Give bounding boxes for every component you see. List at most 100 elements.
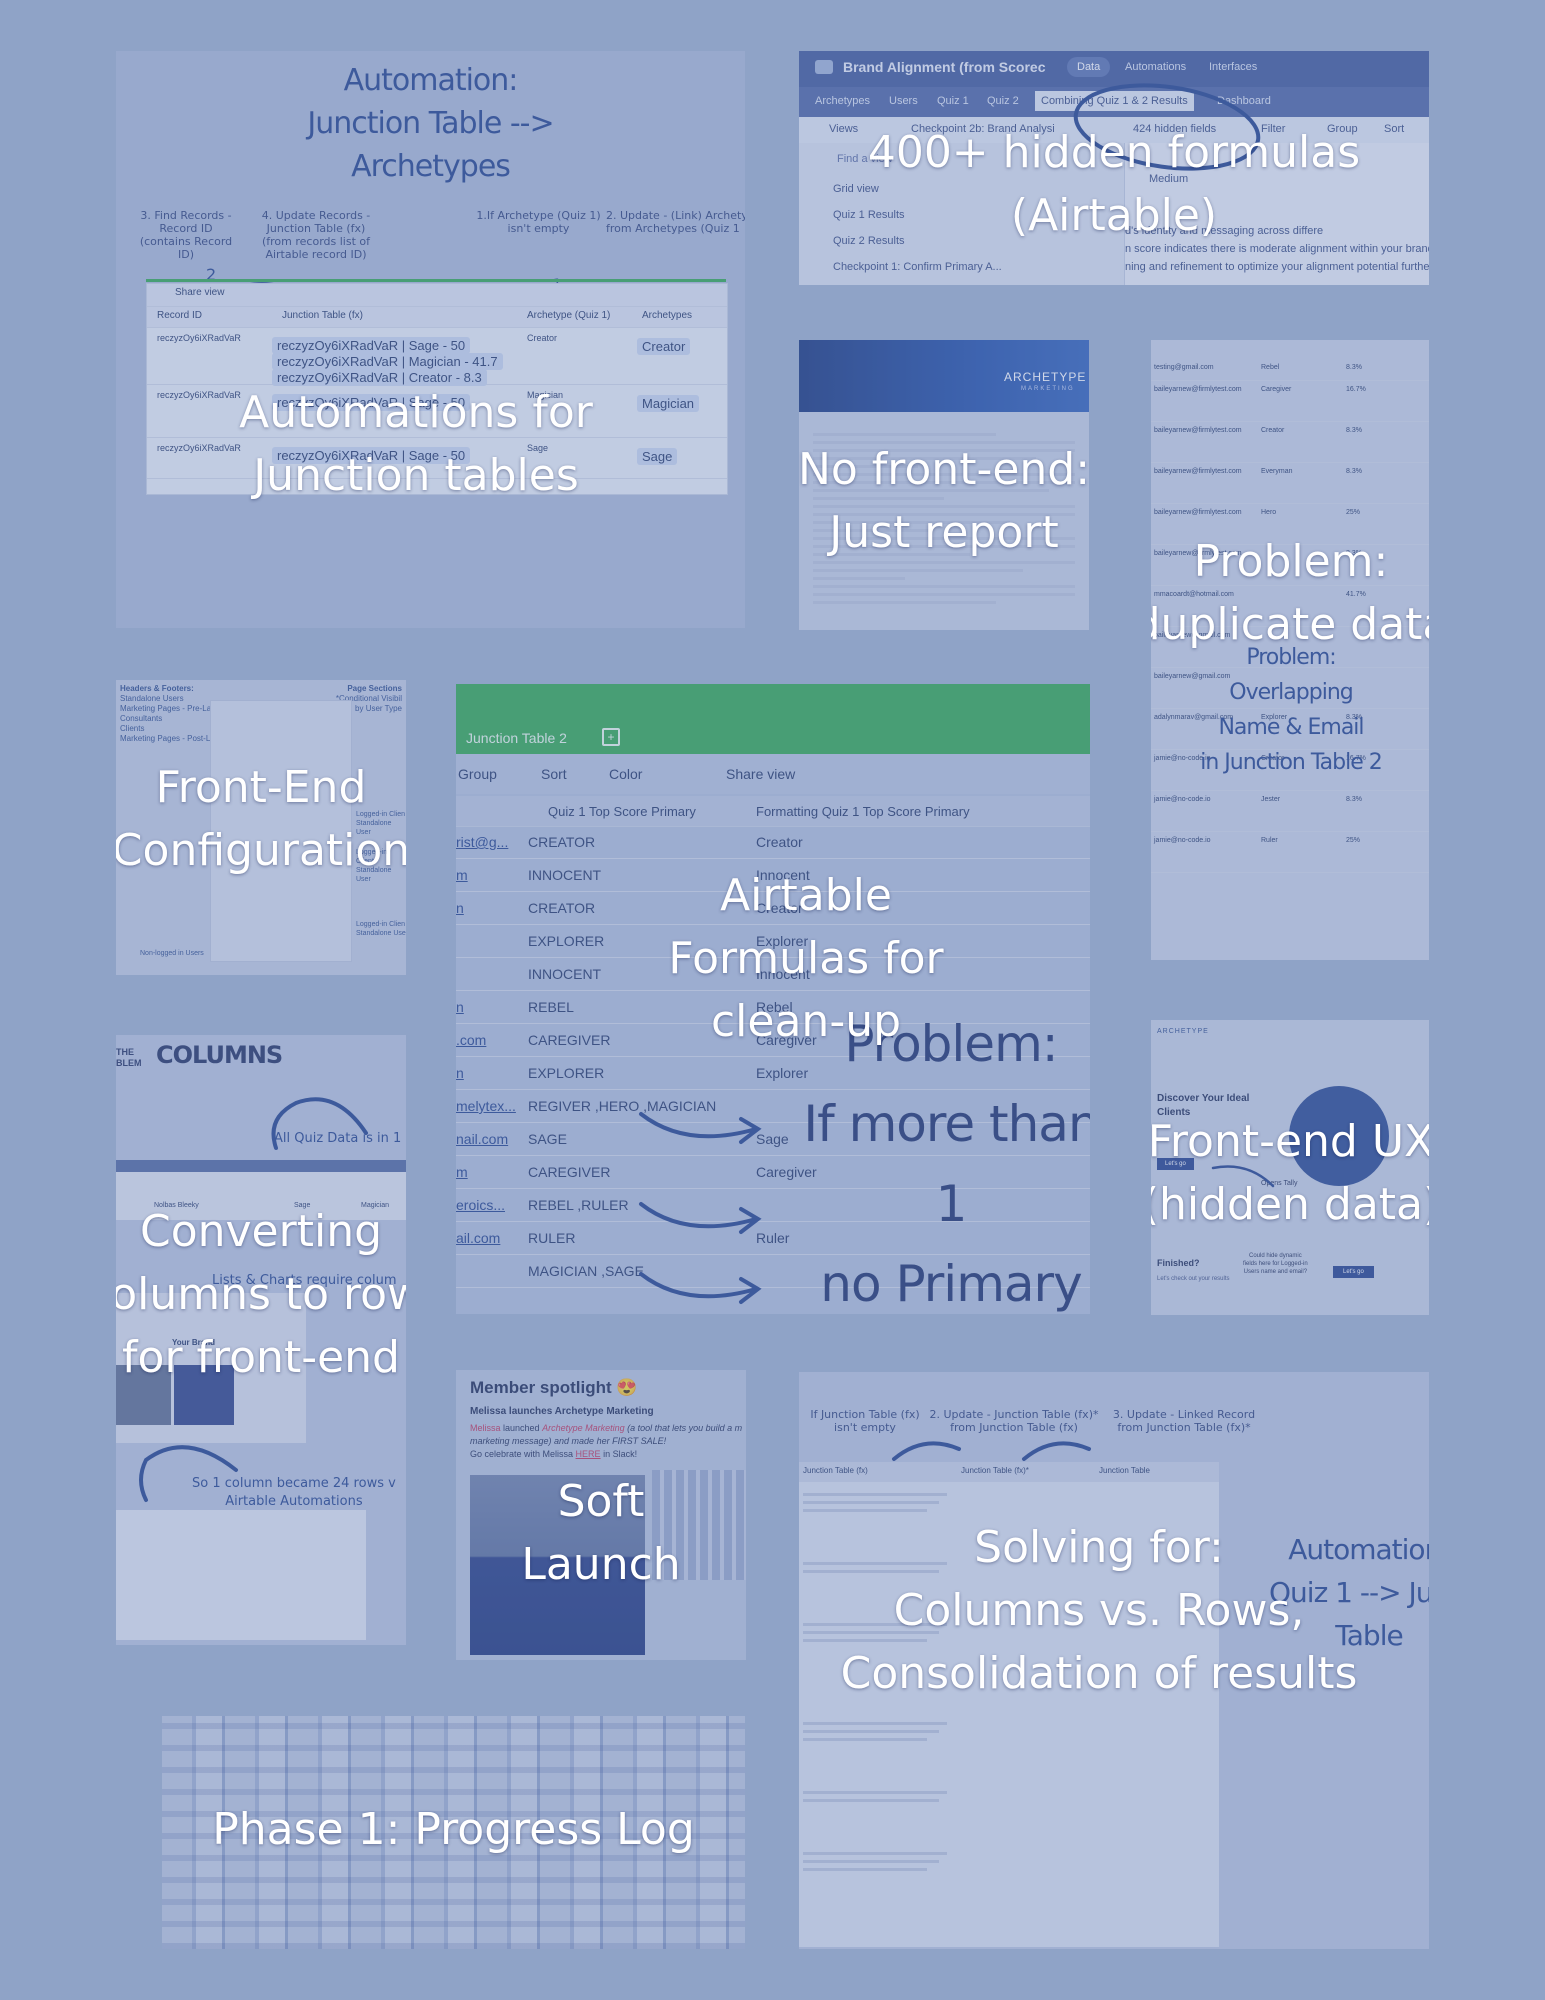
table-row[interactable]: INNOCENT Innocent bbox=[456, 958, 1090, 991]
view-checkpoint1[interactable]: Checkpoint 1: Confirm Primary A... bbox=[833, 261, 1002, 273]
arrow-icon bbox=[639, 1272, 762, 1304]
tab-quiz2[interactable]: Quiz 2 bbox=[987, 95, 1019, 107]
green-divider bbox=[146, 279, 726, 282]
frontend-config-panel: Headers & Footers: Standalone Users Mark… bbox=[116, 680, 406, 975]
table-row[interactable]: m INNOCENT Innocent bbox=[456, 859, 1090, 892]
views-button[interactable]: Views bbox=[829, 123, 859, 135]
overlay-no-frontend: No front-end: Just report bbox=[799, 444, 1089, 558]
col-top-score[interactable]: Quiz 1 Top Score Primary bbox=[548, 804, 696, 819]
share-view-button[interactable]: Share view bbox=[175, 287, 225, 298]
archetype-logo: ARCHETYPE bbox=[1004, 370, 1087, 384]
table-row[interactable]: m CAREGIVER Caregiver bbox=[456, 1156, 1090, 1189]
view-grid[interactable]: Grid view bbox=[833, 183, 879, 195]
table-row[interactable]: ail.com RULER Ruler bbox=[456, 1222, 1090, 1255]
table-row[interactable]: reczyzOy6iXRadVaR reczyzOy6iXRadVaR | Sa… bbox=[147, 328, 727, 386]
tab-automations[interactable]: Automations bbox=[1125, 61, 1187, 73]
color-button[interactable]: Color bbox=[609, 766, 643, 782]
quiz-grid: Nolbas Bleeky Sage Magician bbox=[116, 1172, 406, 1220]
results-button[interactable]: Let's go bbox=[1333, 1266, 1374, 1278]
report-panel: ARCHETYPE MARKETING No front-end: Just r… bbox=[799, 340, 1089, 630]
record-grid: Share view Record ID Junction Table (fx)… bbox=[146, 283, 728, 495]
report-banner: ARCHETYPE MARKETING bbox=[799, 340, 1089, 412]
curved-arrow-icon bbox=[271, 1097, 368, 1150]
overlay-solving: Solving for: Columns vs. Rows, Consolida… bbox=[840, 1522, 1358, 1699]
airtable-logo-icon bbox=[815, 60, 833, 74]
overlay-duplicate-data: Problem: duplicate data bbox=[1151, 536, 1429, 650]
table-row[interactable]: eroics... REBEL ,RULER bbox=[456, 1189, 1090, 1222]
table-row[interactable]: rist@g... CREATOR Creator bbox=[456, 826, 1090, 859]
slack-link[interactable]: HERE bbox=[575, 1449, 601, 1459]
view-quiz1-results[interactable]: Quiz 1 Results bbox=[833, 209, 905, 221]
col-archetypes[interactable]: Archetypes bbox=[642, 310, 693, 321]
table-row[interactable]: nail.com SAGE Sage bbox=[456, 1123, 1090, 1156]
blue-circle bbox=[1289, 1086, 1389, 1186]
step-1: 1.If Archetype (Quiz 1) isn't empty bbox=[476, 209, 601, 235]
tab-data[interactable]: Data bbox=[1067, 57, 1111, 77]
overlay-soft-launch: Soft Launch bbox=[521, 1476, 681, 1590]
view-name[interactable]: Checkpoint 2b: Brand Analysi bbox=[911, 123, 1055, 135]
overlay-frontend-config: Front-End Configuration bbox=[116, 762, 406, 876]
overlay-automations-title: Automations for Junction tables bbox=[239, 387, 593, 501]
green-header: Junction Table 2 + bbox=[456, 684, 1090, 754]
table-row[interactable]: MAGICIAN ,SAGE bbox=[456, 1255, 1090, 1288]
spotlight-title: Member spotlight 😍 bbox=[470, 1378, 638, 1397]
tab-archetypes[interactable]: Archetypes bbox=[815, 95, 871, 107]
group-button[interactable]: Group bbox=[458, 766, 497, 782]
problem-note: Problem: If more than 1 no Primary repor… bbox=[803, 1015, 1090, 1313]
sort-button[interactable]: Sort bbox=[1384, 123, 1405, 135]
highlight-circle-icon bbox=[1073, 83, 1261, 171]
arrow-icon bbox=[892, 1441, 961, 1461]
airtable-tabbar: Archetypes Users Quiz 1 Quiz 2 Combining… bbox=[799, 87, 1429, 117]
table-row[interactable]: reczyzOy6iXRadVaR reczyzOy6iXRadVaR | Sa… bbox=[147, 385, 727, 438]
spotlight-body: Melissa launched Archetype Marketing (a … bbox=[470, 1423, 743, 1459]
tabs-strip bbox=[116, 1160, 406, 1172]
spotlight-subtitle: Melissa launches Archetype Marketing bbox=[470, 1406, 654, 1417]
einstein-photo bbox=[116, 1365, 171, 1425]
solving-panel: If Junction Table (fx) isn't empty 2. Up… bbox=[799, 1372, 1429, 1949]
share-view-button[interactable]: Share view bbox=[726, 766, 796, 782]
sections-note: Page Sections *Conditional Visibil by Us… bbox=[335, 684, 402, 713]
add-table-icon[interactable]: + bbox=[602, 728, 620, 746]
table-row[interactable]: reczyzOy6iXRadVaR reczyzOy6iXRadVaR | Sa… bbox=[147, 438, 727, 479]
find-view-input[interactable]: Find a view bbox=[837, 153, 893, 165]
table-row[interactable]: EXPLORER Explorer bbox=[456, 925, 1090, 958]
view-quiz2-results[interactable]: Quiz 2 Results bbox=[833, 235, 905, 247]
table-row[interactable]: n REBEL Rebel bbox=[456, 991, 1090, 1024]
table-toolbar: Group Sort Color Share view bbox=[456, 754, 1090, 794]
airtable-formulas-panel: Brand Alignment (from Scorec Data Automa… bbox=[799, 51, 1429, 285]
solving-step-1: If Junction Table (fx) isn't empty bbox=[810, 1408, 920, 1434]
tab-interfaces[interactable]: Interfaces bbox=[1209, 61, 1258, 73]
tab-combining[interactable]: Combining Quiz 1 & 2 Results bbox=[1035, 91, 1194, 111]
col-junction-table[interactable]: Junction Table (fx) bbox=[282, 310, 363, 321]
base-title[interactable]: Brand Alignment (from Scorec bbox=[843, 59, 1046, 75]
table-row[interactable]: melytex... REGIVER ,HERO ,MAGICIAN bbox=[456, 1090, 1090, 1123]
overlay-frontend-ux: Front-end UX (hidden data) bbox=[1151, 1116, 1429, 1230]
sort-button[interactable]: Sort bbox=[541, 766, 567, 782]
booth-photo bbox=[470, 1475, 645, 1655]
airtable-toolbar: Views Checkpoint 2b: Brand Analysi 424 h… bbox=[799, 117, 1429, 144]
grid-thumb bbox=[652, 1470, 746, 1580]
junction-rows: rist@g... CREATOR Creator m INNOCENT Innocent… bbox=[456, 826, 1090, 1288]
tab-quiz1[interactable]: Quiz 1 bbox=[937, 95, 969, 107]
overlay-converting-columns: Converting columns to rows for front-end bbox=[116, 1206, 406, 1383]
arrow-icon bbox=[1211, 1165, 1275, 1188]
lets-go-button[interactable]: Let's go bbox=[1157, 1158, 1194, 1170]
table-row[interactable]: n CREATOR Creator bbox=[456, 892, 1090, 925]
lists-charts-note: Lists & Charts require colum bbox=[212, 1273, 397, 1288]
hidden-fields-button[interactable]: 424 hidden fields bbox=[1133, 123, 1217, 135]
step-4: 4. Update Records - Junction Table (fx) … bbox=[261, 209, 371, 261]
archetype-logo-sub: MARKETING bbox=[1021, 386, 1075, 392]
overlay-progress-log: Phase 1: Progress Log bbox=[212, 1804, 695, 1855]
table-row[interactable]: .com CAREGIVER Caregiver bbox=[456, 1024, 1090, 1057]
col-formatting[interactable]: Formatting Quiz 1 Top Score Primary bbox=[756, 804, 970, 819]
tab-users[interactable]: Users bbox=[889, 95, 918, 107]
col-archetype-quiz1[interactable]: Archetype (Quiz 1) bbox=[527, 310, 611, 321]
overlay-airtable-formulas: Airtable Formulas for clean-up bbox=[668, 870, 944, 1047]
rows-note: So 1 column became 24 rows v Airtable Au… bbox=[192, 1476, 396, 1509]
filter-button[interactable]: Filter bbox=[1261, 123, 1286, 135]
col-record-id[interactable]: Record ID bbox=[157, 310, 203, 321]
table-title[interactable]: Junction Table 2 bbox=[466, 730, 567, 746]
group-button[interactable]: Group bbox=[1327, 123, 1358, 135]
solving-step-2: 2. Update - Junction Table (fx)* from Ju… bbox=[929, 1408, 1099, 1434]
table-row[interactable]: n EXPLORER Explorer bbox=[456, 1057, 1090, 1090]
